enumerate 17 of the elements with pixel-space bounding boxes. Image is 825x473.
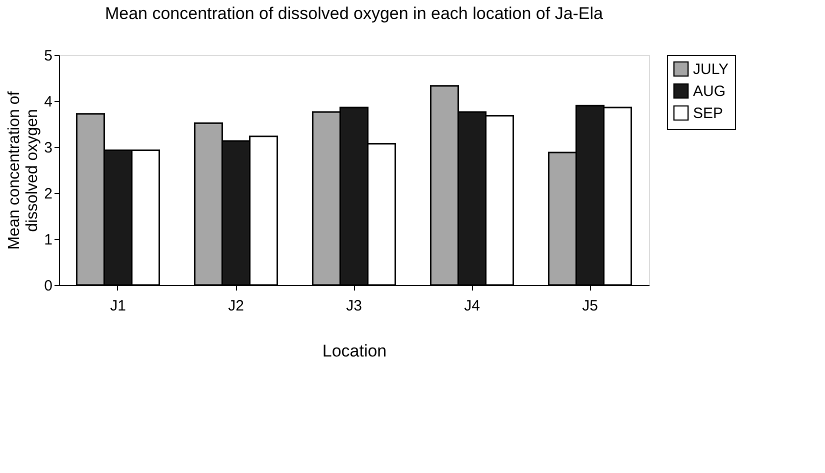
x-tick-label: J3 <box>346 298 362 314</box>
x-tick-label: J5 <box>582 298 598 314</box>
y-tick-label: 5 <box>44 48 52 64</box>
x-tick-label: J2 <box>228 298 244 314</box>
x-axis-title: Location <box>322 342 387 360</box>
y-axis-title: Mean concentration of dissolved oxygen <box>6 90 42 250</box>
y-tick-label: 4 <box>44 94 52 110</box>
legend-label: JULY <box>693 61 729 78</box>
x-tick-label: J1 <box>110 298 126 314</box>
y-tick-label: 2 <box>44 186 52 202</box>
y-tick-label: 3 <box>44 140 52 156</box>
legend-label: SEP <box>693 105 724 122</box>
x-tick-label: J4 <box>464 298 480 314</box>
y-tick-label: 1 <box>44 232 52 248</box>
y-tick-label: 0 <box>44 278 52 294</box>
legend-label: AUG <box>693 83 726 100</box>
chart-title: Mean concentration of dissolved oxygen in each location of Ja-Ela <box>104 4 604 23</box>
